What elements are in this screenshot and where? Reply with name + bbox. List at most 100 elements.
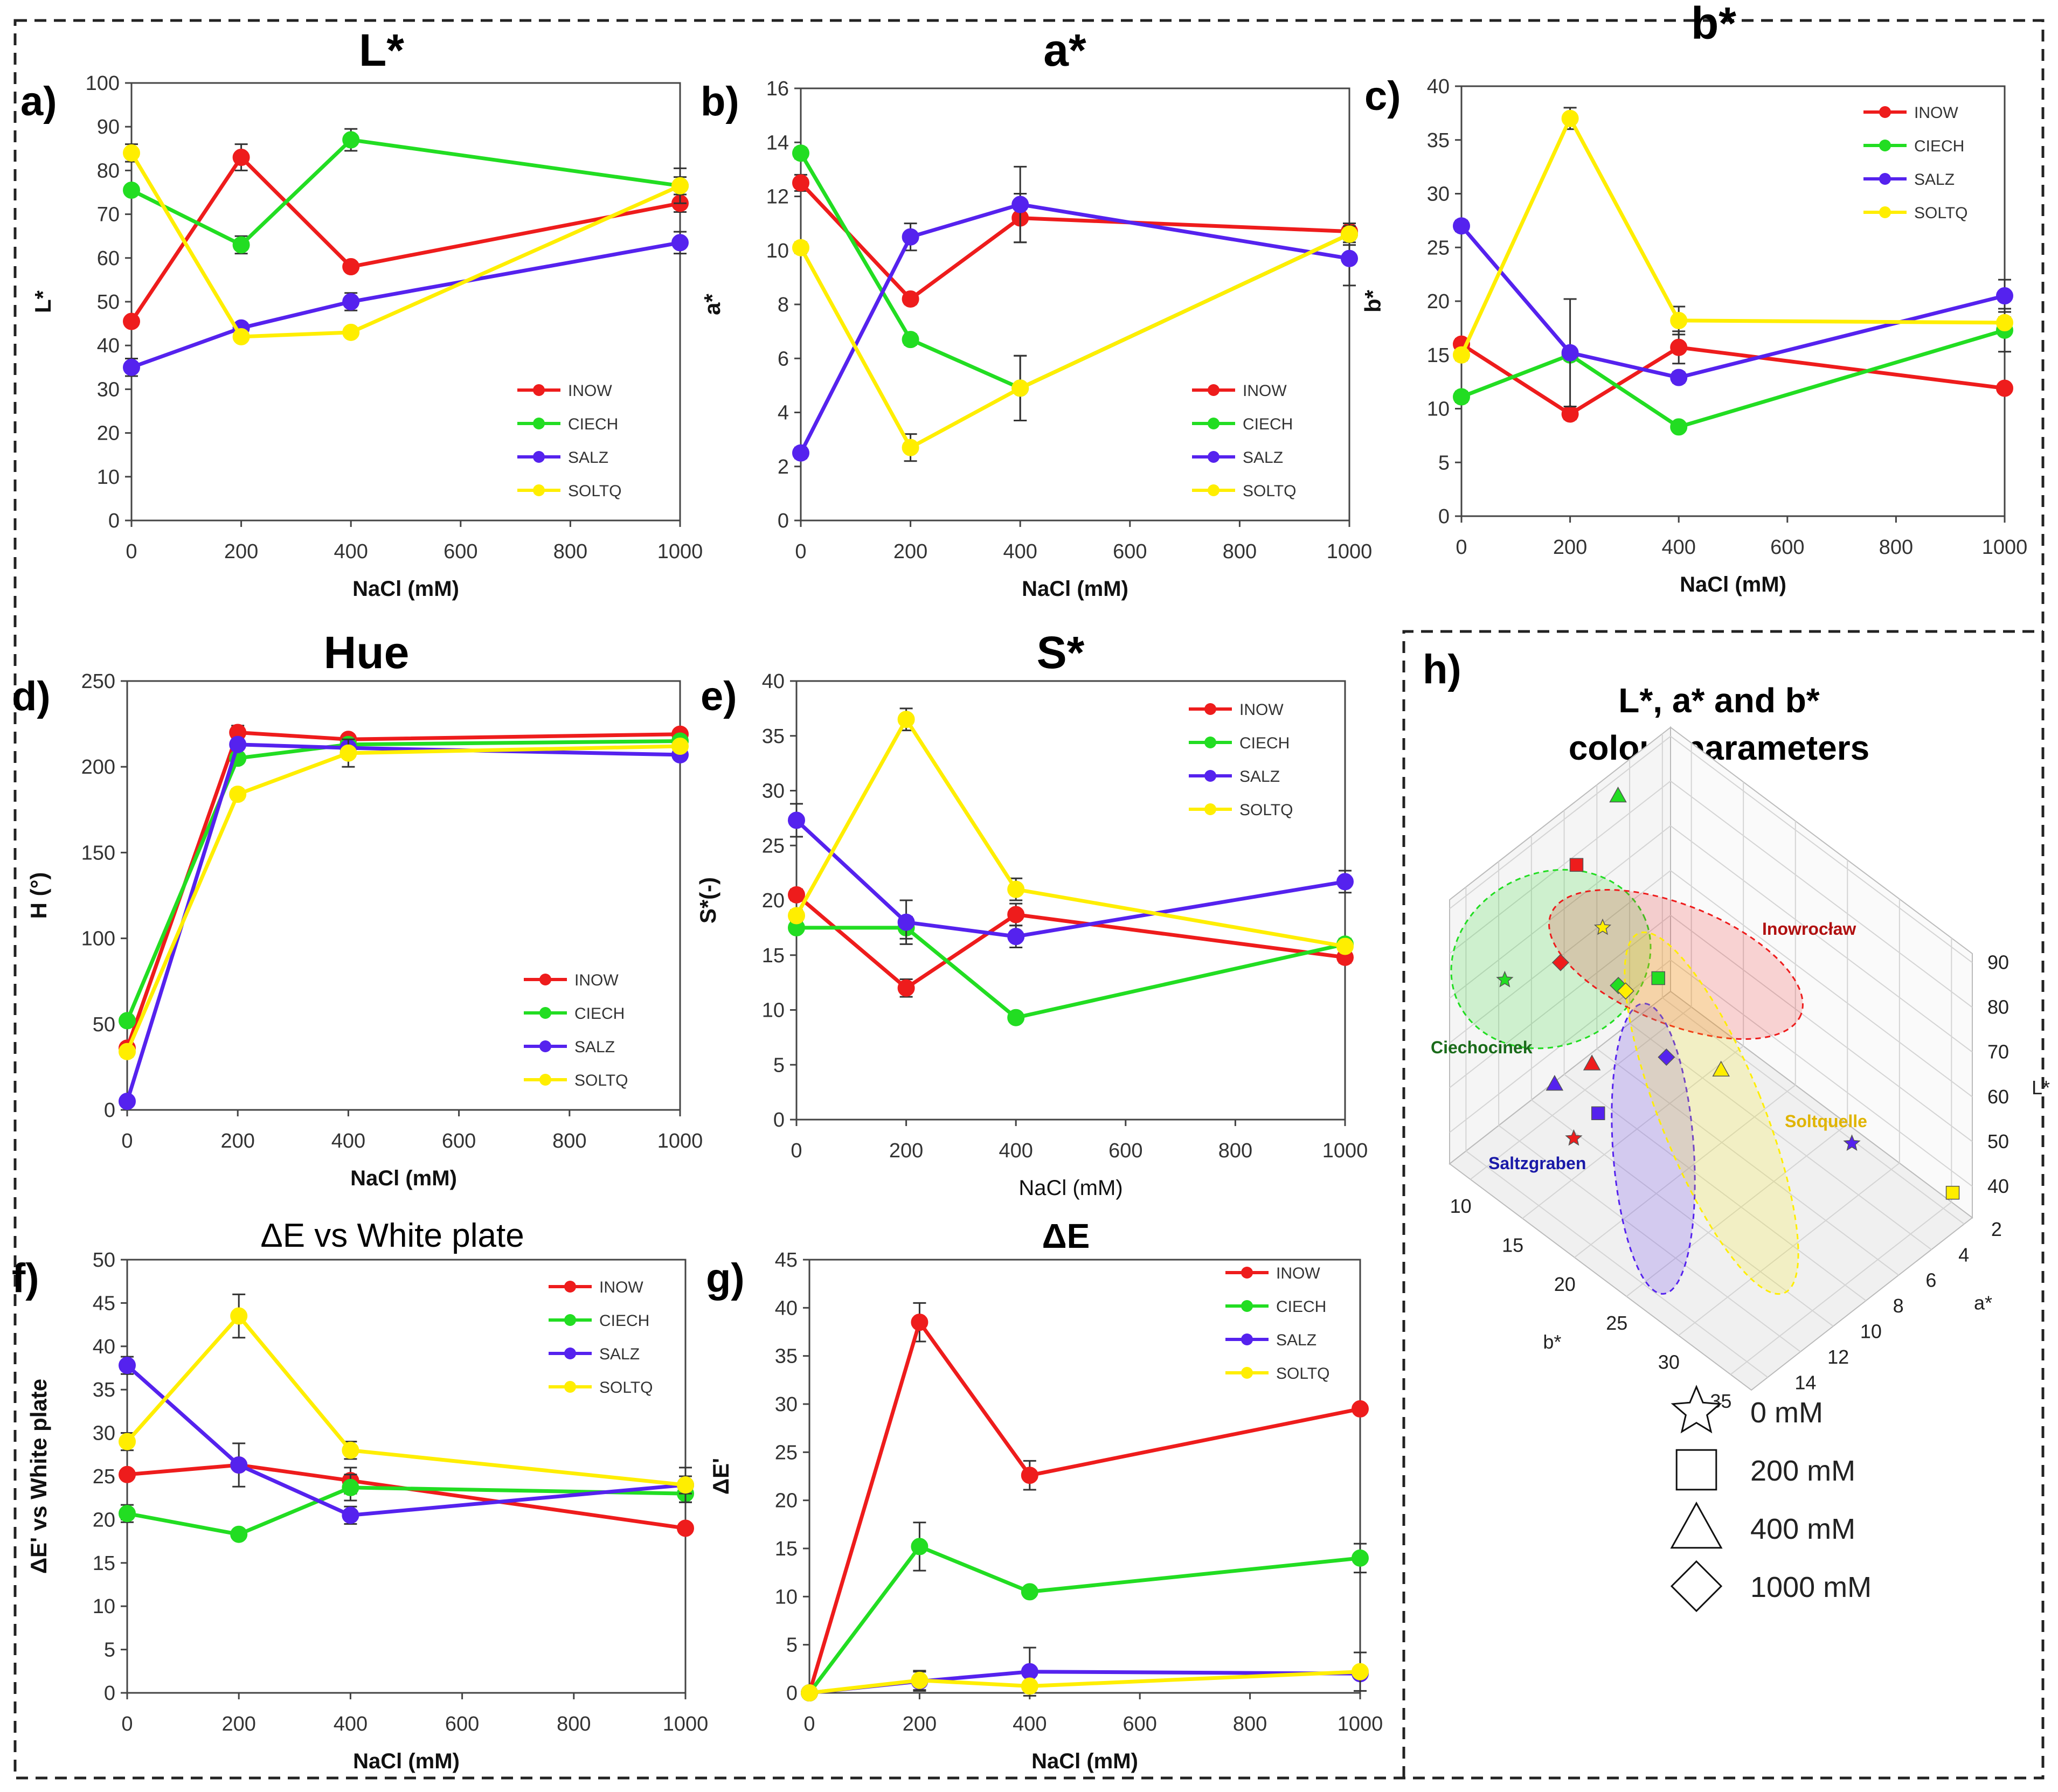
- grid-line: [1522, 1045, 1744, 1219]
- series-line-soltq: [129, 152, 681, 339]
- y-tick-label: 250: [81, 670, 115, 693]
- grid-line: [1730, 1201, 1952, 1375]
- panel-label: h): [1423, 647, 1461, 692]
- data-point-soltq: [339, 744, 357, 762]
- y-tick-label: 16: [766, 78, 789, 100]
- y-tick-label: 5: [104, 1639, 115, 1662]
- y-tick-label: 30: [97, 378, 120, 401]
- b-tick-label: 15: [1502, 1234, 1523, 1256]
- grid-line: [1563, 1074, 1867, 1301]
- scatter-point-salz-square: [1591, 1106, 1605, 1121]
- legend-marker-ciech: [1879, 140, 1891, 151]
- y-tick-label: 10: [1427, 398, 1450, 421]
- data-point-inow: [1352, 1400, 1369, 1418]
- y-tick-label: 0: [1438, 505, 1450, 528]
- series-line-soltq: [799, 232, 1350, 450]
- legend-label-ciech: CIECH: [1243, 415, 1293, 433]
- b-axis-label: b*: [1543, 1331, 1561, 1353]
- data-point-soltq: [671, 737, 689, 755]
- data-point-salz: [792, 444, 809, 462]
- shape-legend-diamond: [1670, 1560, 1723, 1613]
- data-point-salz: [123, 358, 140, 376]
- y-axis-label: ΔE' vs White plate: [26, 1379, 51, 1574]
- x-tick-label: 400: [334, 1713, 368, 1735]
- data-point-soltq: [119, 1043, 136, 1060]
- data-point-soltq: [1011, 379, 1029, 397]
- legend-marker-salz: [533, 451, 545, 463]
- series-line-salz: [126, 1364, 686, 1517]
- data-point-ciech: [342, 131, 360, 149]
- data-point-ciech: [342, 1478, 359, 1496]
- series-line-soltq: [809, 1670, 1361, 1695]
- y-tick-label: 5: [773, 1054, 785, 1076]
- legend-marker-salz: [1879, 173, 1891, 185]
- region-label-inow: Inowrocław: [1762, 919, 1856, 939]
- region-ellipse-inow: [1548, 889, 1804, 1040]
- series-line-ciech: [130, 137, 681, 247]
- y-tick-label: 35: [762, 725, 785, 748]
- x-tick-label: 600: [1770, 536, 1804, 559]
- data-point-soltq: [792, 239, 809, 256]
- data-point-ciech: [119, 1505, 136, 1523]
- data-point-ciech: [123, 181, 140, 199]
- legend-label-soltq: SOLTQ: [574, 1072, 628, 1089]
- y-tick-label: 30: [762, 780, 785, 803]
- y-tick-label: 10: [97, 466, 120, 489]
- data-point-inow: [788, 886, 805, 904]
- data-point-inow: [677, 1519, 694, 1537]
- x-tick-label: 1000: [1322, 1140, 1368, 1162]
- series-line-salz: [795, 818, 1346, 939]
- x-tick-label: 1000: [657, 540, 703, 563]
- x-tick-label: 200: [224, 540, 258, 563]
- y-tick-label: 10: [762, 999, 785, 1022]
- a-tick-label: 10: [1860, 1320, 1882, 1342]
- legend-label-salz: SALZ: [1239, 768, 1280, 786]
- legend-label-soltq: SOLTQ: [1239, 801, 1293, 819]
- b-tick-label: 30: [1658, 1351, 1680, 1373]
- data-point-soltq: [911, 1671, 928, 1689]
- y-axis-label: a*: [699, 293, 725, 315]
- x-tick-label: 200: [220, 1130, 254, 1152]
- x-tick-label: 0: [121, 1713, 133, 1735]
- y-tick-label: 150: [81, 842, 115, 864]
- series-line-soltq: [125, 744, 681, 1053]
- chart-panel-h: h)L*, a* and b*colour parameters10152025…: [1423, 647, 2050, 1613]
- legend-marker-soltq: [1879, 206, 1891, 218]
- data-point-salz: [897, 913, 915, 931]
- grid-line: [1670, 915, 1973, 1142]
- y-tick-label: 30: [775, 1393, 798, 1416]
- legend-marker-ciech: [1241, 1300, 1253, 1312]
- scatter-point-soltq-square: [1945, 1185, 1960, 1200]
- chart-title: b*: [1691, 0, 1736, 48]
- data-point-soltq: [1007, 880, 1025, 898]
- y-tick-label: 8: [778, 294, 789, 316]
- L-tick-label: 90: [1987, 951, 2009, 974]
- y-tick-label: 6: [778, 348, 789, 370]
- x-tick-label: 800: [557, 1713, 591, 1735]
- series-line-inow: [795, 893, 1346, 991]
- data-point-ciech: [232, 236, 250, 254]
- series-line-ciech: [125, 739, 681, 1022]
- legend-marker-salz: [1204, 770, 1216, 782]
- chart-title: S*: [1037, 627, 1085, 678]
- x-tick-label: 600: [1122, 1713, 1156, 1735]
- legend-label-ciech: CIECH: [1276, 1298, 1326, 1316]
- scatter-point-inow-star: [1565, 1129, 1583, 1146]
- x-tick-label: 1000: [657, 1130, 703, 1152]
- x-tick-label: 800: [1218, 1140, 1252, 1162]
- data-point-salz: [788, 811, 805, 829]
- series-line-salz: [130, 240, 681, 370]
- x-tick-label: 600: [444, 540, 477, 563]
- y-tick-label: 60: [97, 247, 120, 270]
- grid-line: [1449, 825, 1671, 999]
- data-point-inow: [1007, 906, 1025, 923]
- scatter-point-salz-diamond: [1658, 1048, 1675, 1066]
- legend-label-ciech: CIECH: [1914, 137, 1964, 155]
- y-tick-label: 20: [762, 890, 785, 912]
- y-tick-label: 25: [1427, 237, 1450, 259]
- scatter-point-salz-triangle: [1546, 1075, 1564, 1091]
- x-tick-label: 1000: [1982, 536, 2028, 559]
